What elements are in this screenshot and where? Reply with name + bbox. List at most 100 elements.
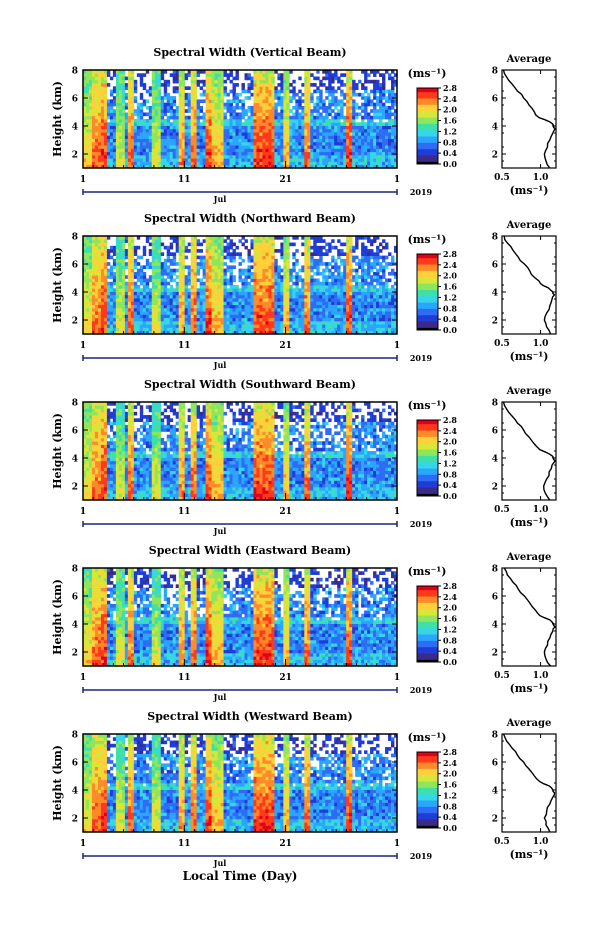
heatmap-cell: [373, 73, 376, 77]
heatmap-cell: [364, 155, 367, 159]
heatmap-cell: [322, 106, 325, 110]
heatmap-cell: [310, 135, 313, 139]
heatmap-cell: [101, 112, 104, 116]
heatmap-cell: [280, 246, 283, 250]
heatmap-cell: [236, 135, 239, 139]
heatmap-cell: [262, 246, 265, 250]
heatmap-cell: [304, 298, 307, 302]
heatmap-cell: [346, 139, 349, 143]
heatmap-cell: [215, 239, 218, 243]
heatmap-cell: [322, 135, 325, 139]
heatmap-cell: [215, 83, 218, 87]
heatmap-cell: [268, 129, 271, 133]
heatmap-cell: [250, 158, 253, 162]
heatmap-cell: [239, 152, 242, 156]
heatmap-cell: [319, 106, 322, 110]
heatmap-cell: [301, 278, 304, 282]
heatmap-cell: [236, 318, 239, 322]
heatmap-cell: [221, 80, 224, 84]
heatmap-cell: [388, 161, 391, 165]
heatmap-cell: [259, 132, 262, 136]
heatmap-cell: [382, 86, 385, 90]
heatmap-cell: [233, 314, 236, 318]
heatmap-cell: [203, 324, 206, 328]
heatmap-cell: [334, 119, 337, 123]
heatmap-cell: [286, 83, 289, 87]
heatmap-cell: [209, 327, 212, 331]
heatmap-cell: [188, 249, 191, 253]
heatmap-cell: [250, 122, 253, 126]
heatmap-cell: [92, 311, 95, 315]
heatmap-cell: [233, 285, 236, 289]
heatmap-cell: [286, 239, 289, 243]
heatmap-cell: [176, 135, 179, 139]
heatmap-cell: [155, 106, 158, 110]
heatmap-cell: [376, 135, 379, 139]
heatmap-cell: [158, 288, 161, 292]
heatmap-cell: [122, 292, 125, 296]
heatmap-cell: [325, 116, 328, 120]
heatmap-cell: [230, 318, 233, 322]
heatmap-cell: [131, 152, 134, 156]
heatmap-cell: [247, 305, 250, 309]
heatmap-cell: [158, 122, 161, 126]
heatmap-cell: [125, 132, 128, 136]
heatmap-cell: [277, 132, 280, 136]
heatmap-cell: [256, 259, 259, 263]
heatmap-cell: [89, 129, 92, 133]
heatmap-cell: [280, 275, 283, 279]
heatmap-cell: [343, 152, 346, 156]
heatmap-cell: [313, 161, 316, 165]
heatmap-cell: [250, 246, 253, 250]
heatmap-cell: [143, 132, 146, 136]
heatmap-cell: [182, 305, 185, 309]
heatmap-cell: [268, 116, 271, 120]
heatmap-cell: [230, 311, 233, 315]
heatmap-cell: [259, 305, 262, 309]
heatmap-cell: [343, 126, 346, 130]
heatmap-cell: [385, 139, 388, 143]
heatmap-cell: [286, 243, 289, 247]
heatmap-cell: [349, 96, 352, 100]
heatmap-cell: [328, 112, 331, 116]
heatmap-cell: [364, 148, 367, 152]
heatmap-cell: [98, 308, 101, 312]
heatmap-cell: [194, 132, 197, 136]
heatmap-cell: [274, 112, 277, 116]
heatmap-cell: [134, 305, 137, 309]
heatmap-cell: [230, 106, 233, 110]
heatmap-cell: [194, 278, 197, 282]
heatmap-cell: [313, 311, 316, 315]
heatmap-cell: [89, 288, 92, 292]
heatmap-cell: [197, 308, 200, 312]
heatmap-cell: [152, 99, 155, 103]
heatmap-cell: [158, 86, 161, 90]
heatmap-cell: [137, 318, 140, 322]
heatmap-cell: [227, 132, 230, 136]
heatmap-cell: [242, 305, 245, 309]
heatmap-cell: [364, 161, 367, 165]
heatmap-cell: [301, 252, 304, 256]
heatmap-cell: [119, 83, 122, 87]
heatmap-cell: [316, 90, 319, 94]
heatmap-cell: [155, 272, 158, 276]
heatmap-cell: [146, 278, 149, 282]
heatmap-cell: [227, 269, 230, 273]
heatmap-cell: [230, 269, 233, 273]
heatmap-cell: [268, 298, 271, 302]
heatmap-cell: [388, 93, 391, 97]
heatmap-cell: [259, 243, 262, 247]
heatmap-cell: [140, 292, 143, 296]
heatmap-cell: [200, 256, 203, 260]
heatmap-cell: [92, 73, 95, 77]
heatmap-cell: [310, 96, 313, 100]
heatmap-cell: [218, 96, 221, 100]
heatmap-cell: [313, 292, 316, 296]
heatmap-cell: [379, 135, 382, 139]
heatmap-cell: [236, 129, 239, 133]
heatmap-cell: [331, 142, 334, 146]
heatmap-cell: [128, 135, 131, 139]
heatmap-cell: [215, 311, 218, 315]
heatmap-cell: [244, 272, 247, 276]
heatmap-cell: [134, 321, 137, 325]
